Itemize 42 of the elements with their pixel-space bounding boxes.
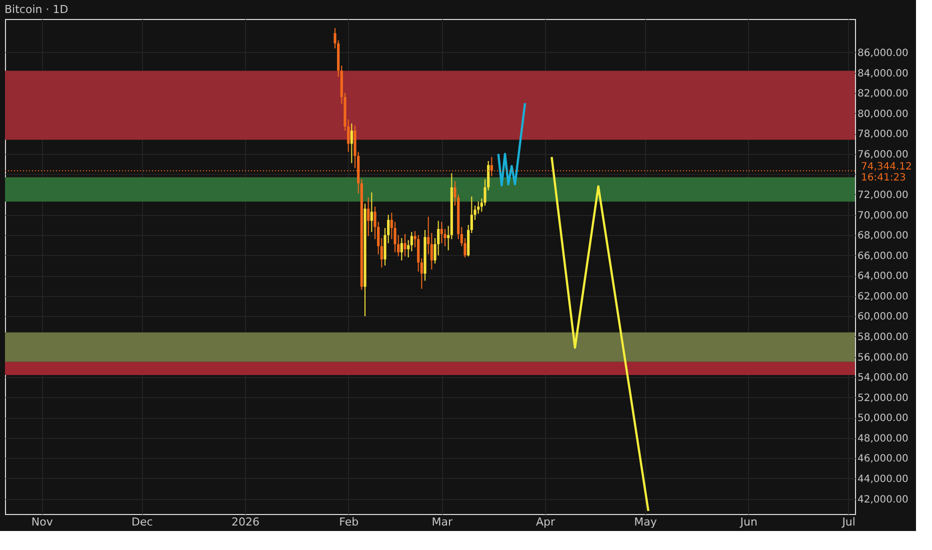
x-tick-label: Nov: [31, 516, 54, 528]
x-tick-label: 2026: [232, 516, 260, 528]
y-tick-label: 70,000.00: [858, 210, 908, 222]
y-tick-label: 78,000.00: [858, 129, 908, 140]
candlestick: [370, 192, 373, 233]
ref-line-label: 74,344.12: [861, 162, 912, 173]
line-series: [550, 156, 650, 512]
y-tick-label: 86,000.00: [858, 48, 908, 59]
candlestick: [400, 238, 403, 261]
x-tick-label: Dec: [132, 516, 153, 528]
y-tick-label: 54,000.00: [858, 372, 908, 384]
y-tick-label: 56,000.00: [858, 352, 908, 364]
y-tick-label: 72,000.00: [858, 190, 908, 201]
candlestick: [350, 122, 353, 164]
x-tick-label: Apr: [536, 516, 556, 528]
y-tick-label: 48,000.00: [858, 433, 908, 444]
y-tick-label: 76,000.00: [858, 149, 908, 160]
y-tick-label: 44,000.00: [858, 474, 908, 485]
line-series: [497, 102, 526, 186]
y-tick-label: 46,000.00: [858, 454, 908, 465]
y-tick-label: 68,000.00: [858, 230, 908, 242]
y-tick-label: 42,000.00: [858, 494, 908, 506]
x-tick-label: Jun: [739, 516, 758, 528]
candlestick: [367, 197, 370, 237]
y-tick-label: 52,000.00: [858, 392, 908, 404]
candlestick: [440, 221, 443, 244]
y-tick-label: 80,000.00: [858, 108, 908, 120]
y-tick-label: 62,000.00: [858, 291, 908, 302]
x-tick-label: Feb: [339, 516, 359, 528]
y-tick-label: 82,000.00: [858, 88, 908, 100]
y-tick-label: 58,000.00: [858, 332, 908, 343]
y-tick-label: 50,000.00: [858, 413, 908, 424]
candlestick: [404, 234, 406, 257]
x-tick-label: May: [634, 516, 658, 528]
x-tick-label: Jul: [841, 516, 856, 528]
y-tick-label: 64,000.00: [858, 271, 908, 282]
chart-title: Bitcoin · 1D: [4, 3, 68, 16]
y-tick-label: 60,000.00: [858, 312, 908, 323]
text: 16:41:23: [861, 172, 906, 184]
y-tick-label: 84,000.00: [858, 68, 908, 80]
y-tick-label: 66,000.00: [858, 250, 908, 262]
x-tick-label: Mar: [432, 516, 454, 528]
